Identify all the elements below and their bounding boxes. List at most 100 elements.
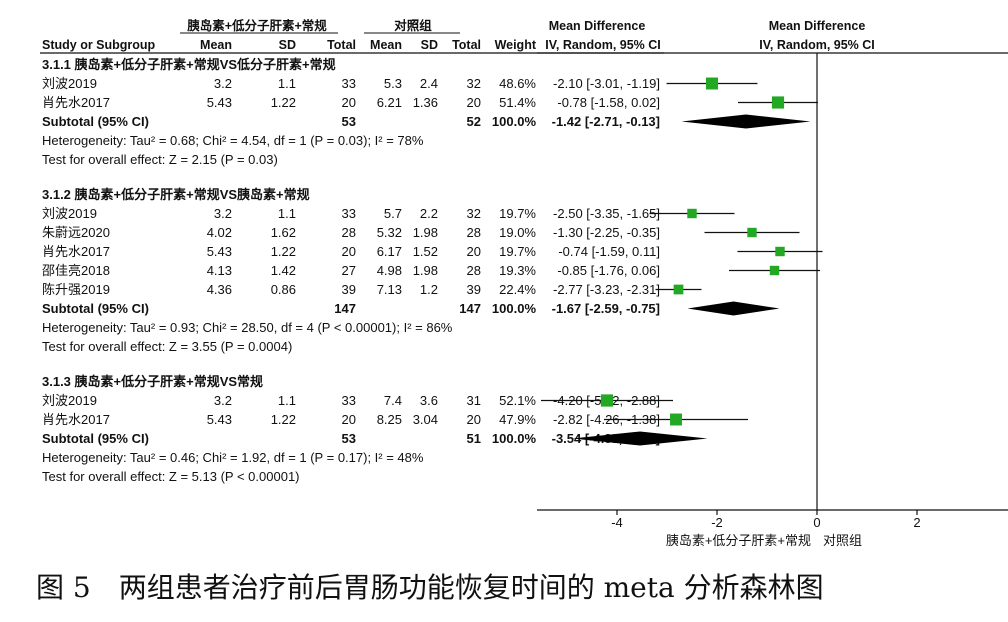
study-weight: 48.6%: [499, 76, 536, 91]
study-name: 邵佳亮2018: [42, 263, 110, 278]
subtotal-diamond: [572, 431, 708, 446]
subgroup-title: 3.1.2 胰岛素+低分子肝素+常规VS胰岛素+常规: [42, 187, 310, 202]
study-weight: 19.7%: [499, 206, 536, 221]
study-ci-text: -0.85 [-1.76, 0.06]: [557, 263, 660, 278]
subtotal-diamond: [681, 114, 811, 129]
header-total-ctrl: Total: [452, 38, 481, 52]
header-ctrl-group: 对照组: [394, 18, 432, 33]
study-marker: [670, 413, 682, 426]
study-mean-ctrl: 5.3: [384, 76, 402, 91]
header-mean-exp: Mean: [200, 38, 232, 52]
study-sd-ctrl: 3.04: [413, 412, 438, 427]
study-marker: [775, 246, 785, 257]
study-marker: [769, 265, 780, 276]
study-ci-text: -1.30 [-2.25, -0.35]: [553, 225, 660, 240]
study-mean-ctrl: 4.98: [377, 263, 402, 278]
study-marker: [747, 227, 757, 238]
study-sd-exp: 1.42: [271, 263, 296, 278]
subtotal-weight: 100.0%: [492, 114, 537, 129]
study-sd-ctrl: 1.2: [420, 282, 438, 297]
study-sd-exp: 1.1: [278, 76, 296, 91]
study-total-exp: 33: [342, 206, 356, 221]
favours-right-label: 对照组: [823, 533, 862, 548]
x-tick-label: -2: [711, 515, 723, 530]
study-total-ctrl: 20: [467, 244, 481, 259]
study-total-ctrl: 28: [467, 225, 481, 240]
study-total-exp: 39: [342, 282, 356, 297]
study-name: 肖先水2017: [42, 244, 110, 259]
x-tick-label: -4: [611, 515, 623, 530]
study-marker: [600, 394, 614, 407]
heterogeneity-text: Heterogeneity: Tau² = 0.93; Chi² = 28.50…: [42, 320, 453, 335]
overall-effect-text: Test for overall effect: Z = 5.13 (P < 0…: [42, 469, 300, 484]
study-sd-exp: 1.62: [271, 225, 296, 240]
study-sd-ctrl: 3.6: [420, 393, 438, 408]
study-sd-ctrl: 2.4: [420, 76, 438, 91]
study-total-ctrl: 28: [467, 263, 481, 278]
study-sd-exp: 1.1: [278, 393, 296, 408]
header-mean-ctrl: Mean: [370, 38, 402, 52]
study-sd-exp: 1.1: [278, 206, 296, 221]
study-mean-exp: 3.2: [214, 393, 232, 408]
study-sd-ctrl: 2.2: [420, 206, 438, 221]
study-name: 刘波2019: [42, 76, 97, 91]
study-weight: 52.1%: [499, 393, 536, 408]
subtotal-total-ctrl: 147: [459, 301, 481, 316]
study-sd-ctrl: 1.36: [413, 95, 438, 110]
study-sd-exp: 1.22: [271, 95, 296, 110]
study-total-ctrl: 20: [467, 412, 481, 427]
subtotal-diamond: [687, 301, 780, 316]
header-exp-group: 胰岛素+低分子肝素+常规: [187, 18, 327, 33]
study-name: 肖先水2017: [42, 412, 110, 427]
study-mean-exp: 4.36: [207, 282, 232, 297]
study-marker: [771, 96, 785, 109]
subtotal-weight: 100.0%: [492, 301, 537, 316]
study-sd-ctrl: 1.98: [413, 263, 438, 278]
favours-left-label: 胰岛素+低分子肝素+常规: [666, 533, 811, 548]
study-sd-exp: 1.22: [271, 244, 296, 259]
subgroup-title: 3.1.3 胰岛素+低分子肝素+常规VS常规: [42, 374, 263, 389]
study-ci-text: -2.50 [-3.35, -1.65]: [553, 206, 660, 221]
study-mean-exp: 5.43: [207, 412, 232, 427]
subtotal-weight: 100.0%: [492, 431, 537, 446]
x-tick-label: 2: [913, 515, 920, 530]
study-mean-ctrl: 8.25: [377, 412, 402, 427]
study-total-ctrl: 20: [467, 95, 481, 110]
study-total-exp: 20: [342, 95, 356, 110]
study-weight: 47.9%: [499, 412, 536, 427]
study-marker: [673, 284, 684, 295]
subtotal-total-exp: 53: [342, 114, 356, 129]
study-mean-ctrl: 5.7: [384, 206, 402, 221]
study-total-ctrl: 32: [467, 206, 481, 221]
subtotal-label: Subtotal (95% CI): [42, 301, 149, 316]
study-name: 刘波2019: [42, 206, 97, 221]
study-total-exp: 28: [342, 225, 356, 240]
study-mean-ctrl: 7.4: [384, 393, 402, 408]
study-sd-exp: 0.86: [271, 282, 296, 297]
study-sd-ctrl: 1.52: [413, 244, 438, 259]
study-weight: 19.0%: [499, 225, 536, 240]
header-sd-ctrl: SD: [421, 38, 438, 52]
study-sd-exp: 1.22: [271, 412, 296, 427]
figure-caption: 图 5 两组患者治疗前后胃肠功能恢复时间的 meta 分析森林图: [36, 571, 824, 604]
study-ci-text: -2.10 [-3.01, -1.19]: [553, 76, 660, 91]
header-study: Study or Subgroup: [42, 38, 156, 52]
header-md-col-sub: IV, Random, 95% CI: [545, 38, 661, 52]
header-md-col: Mean Difference: [549, 19, 646, 33]
study-total-exp: 33: [342, 76, 356, 91]
study-mean-exp: 4.13: [207, 263, 232, 278]
study-ci-text: -0.74 [-1.59, 0.11]: [558, 244, 660, 259]
study-mean-exp: 4.02: [207, 225, 232, 240]
header-plot-title: Mean Difference: [769, 19, 866, 33]
study-total-ctrl: 32: [467, 76, 481, 91]
study-mean-exp: 3.2: [214, 206, 232, 221]
study-total-exp: 20: [342, 412, 356, 427]
header-weight: Weight: [495, 38, 537, 52]
study-ci-text: -0.78 [-1.58, 0.02]: [557, 95, 660, 110]
study-total-ctrl: 39: [467, 282, 481, 297]
subtotal-total-exp: 53: [342, 431, 356, 446]
subtotal-ci-text: -1.42 [-2.71, -0.13]: [552, 114, 660, 129]
study-total-ctrl: 31: [467, 393, 481, 408]
heterogeneity-text: Heterogeneity: Tau² = 0.68; Chi² = 4.54,…: [42, 133, 424, 148]
study-name: 肖先水2017: [42, 95, 110, 110]
